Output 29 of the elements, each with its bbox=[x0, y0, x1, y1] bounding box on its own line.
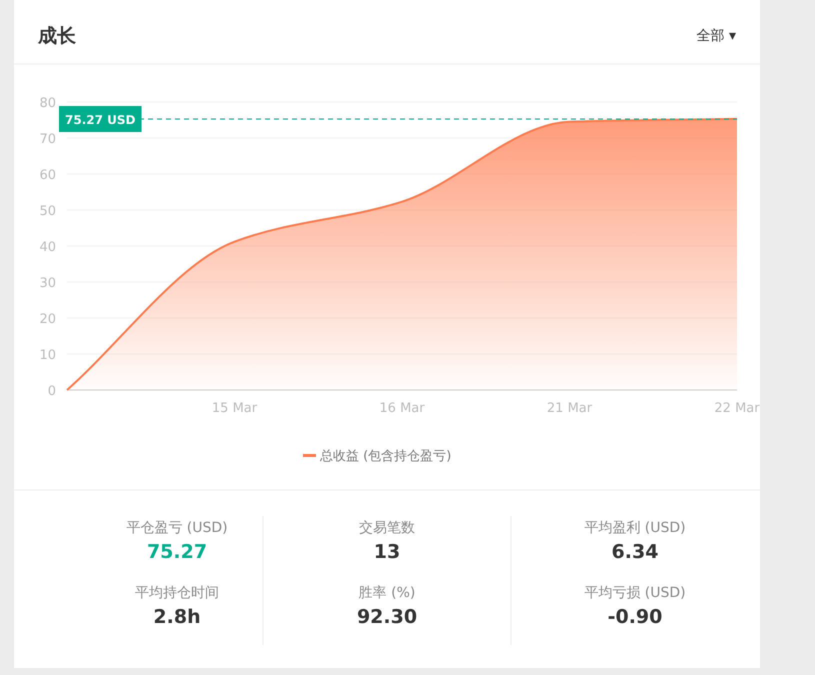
x-tick-label: 22 Mar bbox=[714, 401, 760, 416]
y-tick-label: 0 bbox=[48, 384, 56, 399]
legend-label: 总收益 (包含持仓盈亏) bbox=[319, 449, 452, 464]
chart-title: 成长 bbox=[37, 25, 77, 47]
text: -0.90 bbox=[608, 606, 662, 628]
y-tick-label: 40 bbox=[39, 240, 56, 255]
y-tick-label: 10 bbox=[39, 348, 56, 363]
x-tick-label: 21 Mar bbox=[546, 401, 593, 416]
text: 全部 ▾ bbox=[696, 28, 736, 44]
y-tick-label: 60 bbox=[39, 168, 56, 183]
y-tick-label: 80 bbox=[39, 96, 56, 111]
y-tick-label: 50 bbox=[39, 204, 56, 219]
y-tick-label: 30 bbox=[39, 276, 56, 291]
y-tick-label: 70 bbox=[39, 132, 56, 147]
text: 平均持仓时间 bbox=[135, 585, 219, 601]
text: 6.34 bbox=[612, 541, 658, 563]
y-tick-label: 20 bbox=[39, 312, 56, 327]
text: 胜率 (%) bbox=[358, 585, 416, 601]
text: 75.27 bbox=[146, 541, 208, 563]
text: 13 bbox=[374, 541, 400, 563]
x-tick-label: 16 Mar bbox=[379, 401, 426, 416]
text: 2.8h bbox=[153, 606, 201, 628]
text: 平均亏损 (USD) bbox=[584, 585, 686, 601]
text: 平仓盈亏 (USD) bbox=[126, 520, 228, 536]
x-tick-label: 15 Mar bbox=[212, 401, 258, 416]
text: 92.30 bbox=[356, 606, 418, 628]
text: 平均盈利 (USD) bbox=[584, 520, 686, 536]
text: 交易笔数 bbox=[359, 520, 415, 536]
ref-line-label: 75.27 USD bbox=[65, 113, 136, 128]
